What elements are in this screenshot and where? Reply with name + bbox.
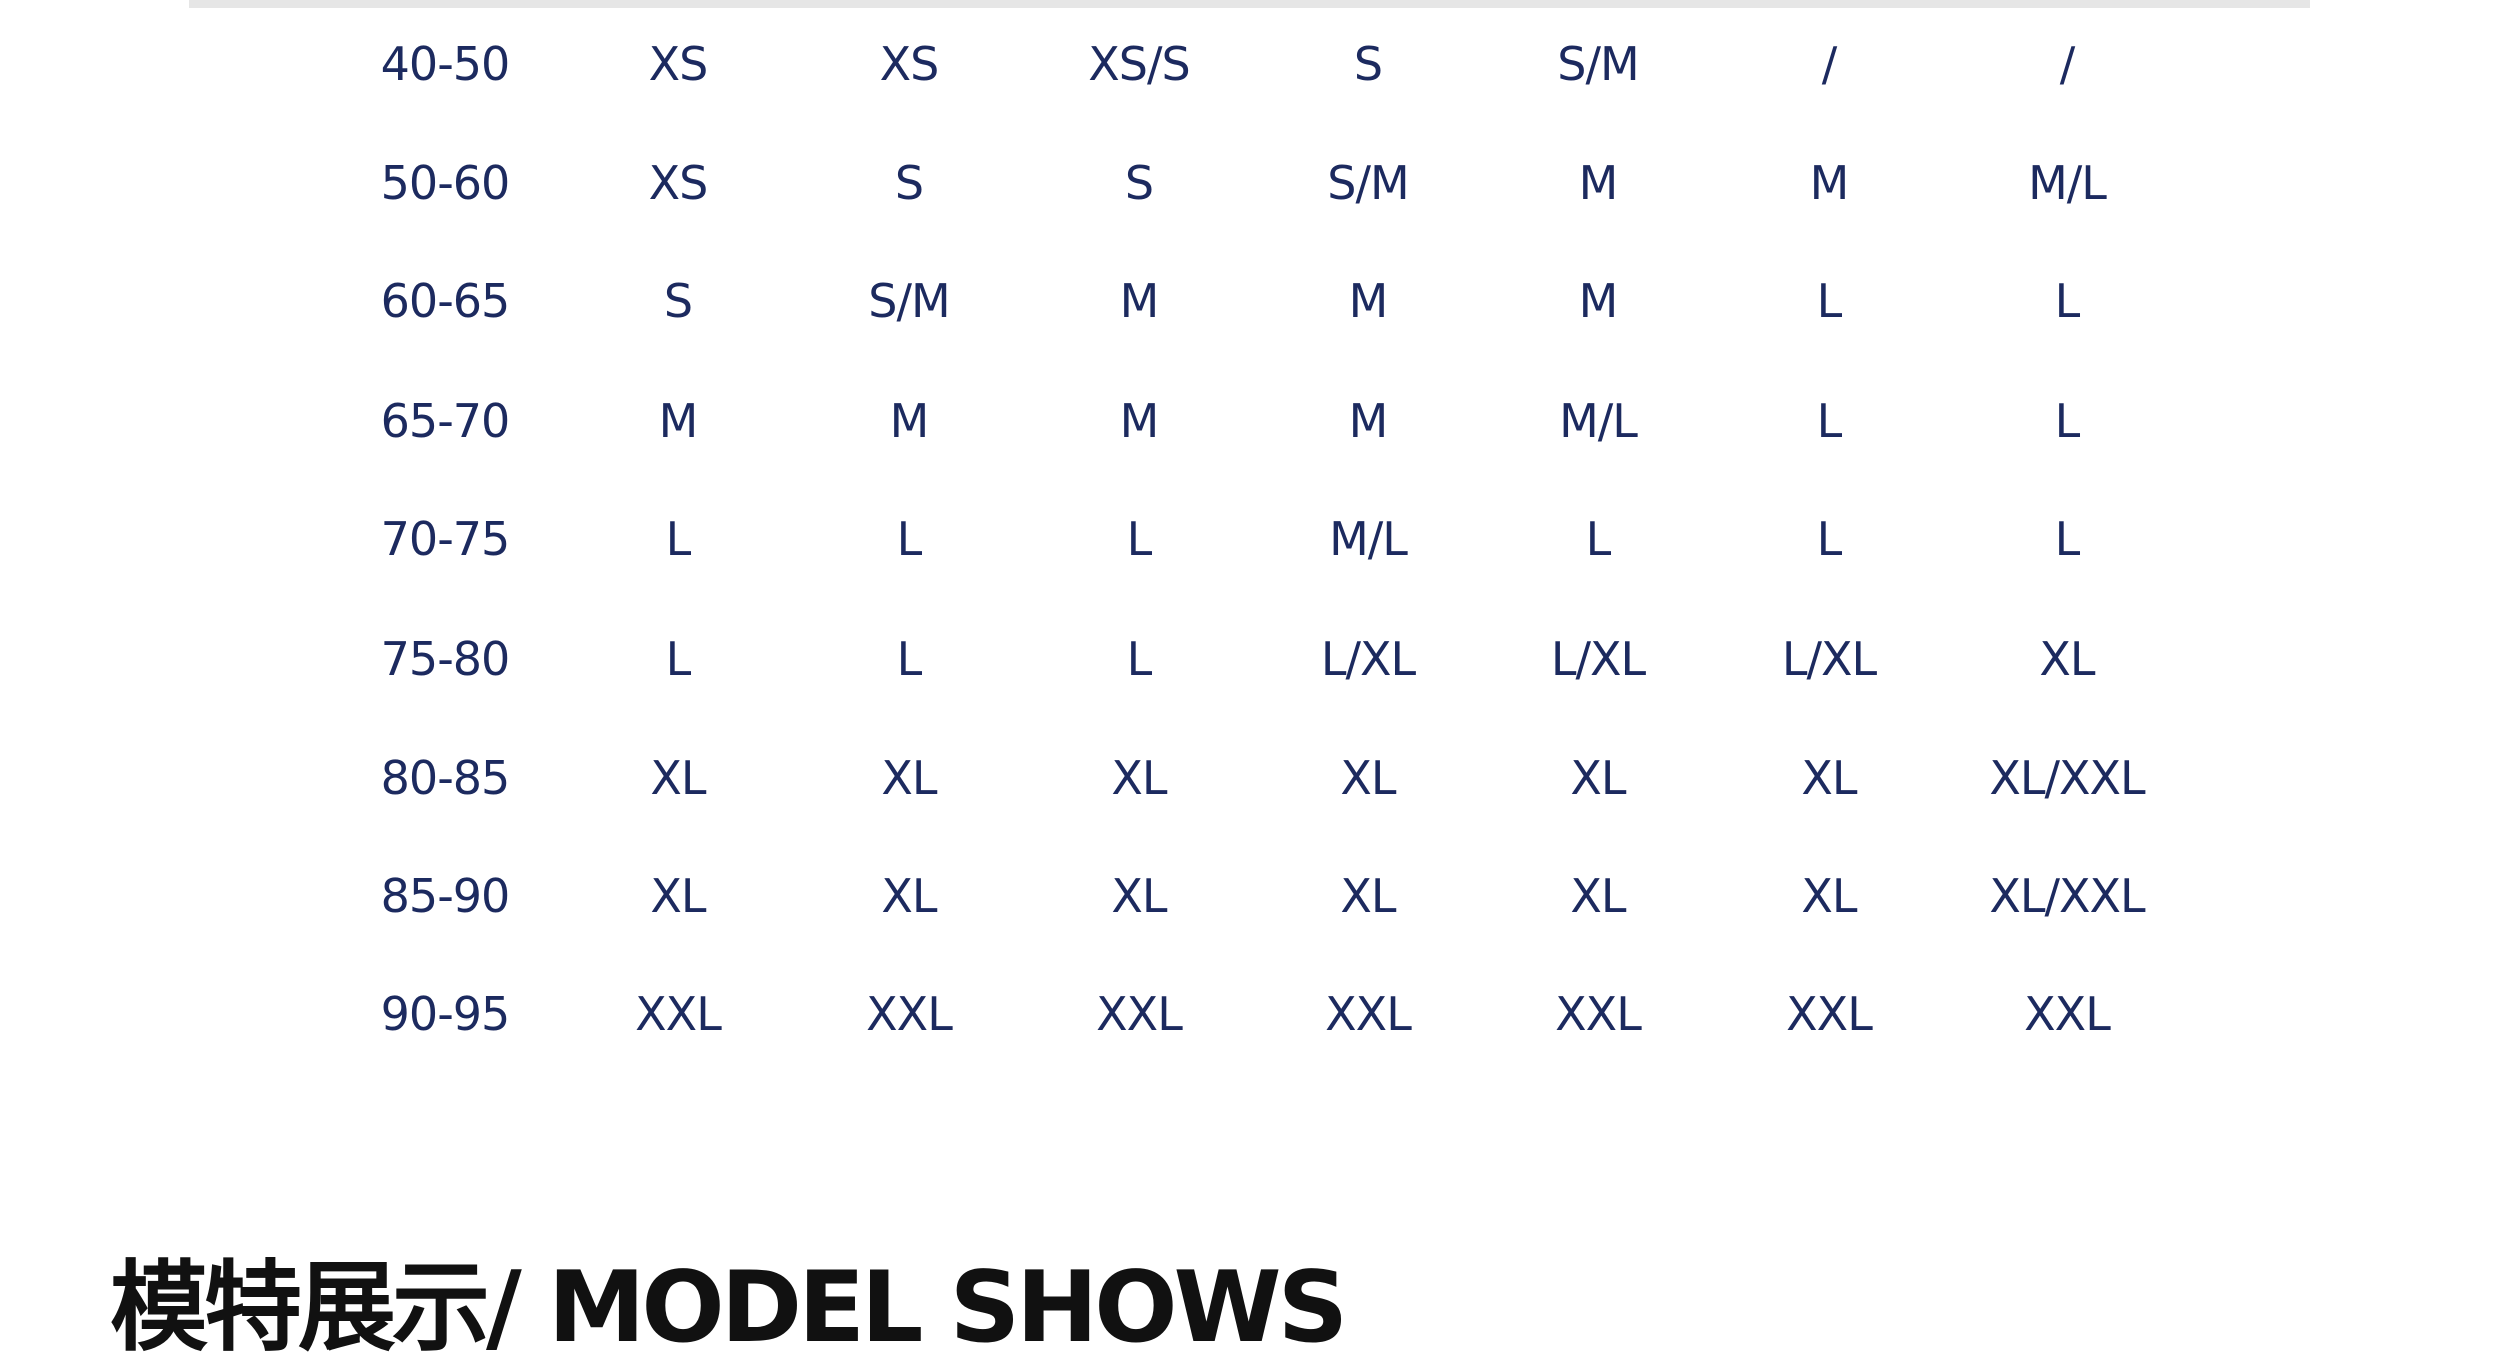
size-cell: XL xyxy=(1570,751,1626,805)
size-cell: L/XL xyxy=(1781,632,1877,686)
weight-range-cell: 85-90 xyxy=(380,869,511,923)
size-cell: XL xyxy=(881,751,937,805)
size-cell: L xyxy=(1816,512,1843,566)
size-cell: XL xyxy=(650,869,706,923)
table-row: 85-90 XL XL XL XL XL XL XL/XXL xyxy=(0,866,2500,926)
size-cell: L/XL xyxy=(1320,632,1416,686)
size-cell: XXL xyxy=(866,987,953,1041)
size-cell: L xyxy=(2054,512,2081,566)
size-cell: L xyxy=(2054,274,2081,328)
weight-range-cell: 70-75 xyxy=(380,512,511,566)
table-row: 70-75 L L L M/L L L L xyxy=(0,509,2500,569)
size-cell: XL xyxy=(1111,869,1167,923)
weight-range-cell: 60-65 xyxy=(380,274,511,328)
table-row: 50-60 XS S S S/M M M M/L xyxy=(0,153,2500,213)
size-cell: M/L xyxy=(1559,394,1638,448)
table-row: 80-85 XL XL XL XL XL XL XL/XXL xyxy=(0,748,2500,808)
size-cell: M xyxy=(1578,156,1619,210)
size-cell: XL xyxy=(650,751,706,805)
size-cell: M xyxy=(658,394,699,448)
size-cell: L/XL xyxy=(1550,632,1646,686)
size-cell: XL xyxy=(1801,869,1857,923)
size-cell: XL xyxy=(1340,751,1396,805)
size-cell: XXL xyxy=(1096,987,1183,1041)
size-cell: XL xyxy=(1570,869,1626,923)
size-cell: M xyxy=(1348,394,1389,448)
size-cell: XL xyxy=(1801,751,1857,805)
size-cell: L xyxy=(1585,512,1612,566)
top-divider-bar xyxy=(189,0,2310,8)
size-cell: / xyxy=(1821,37,1838,91)
size-cell: S/M xyxy=(1327,156,1409,210)
size-cell: M xyxy=(1578,274,1619,328)
size-cell: L xyxy=(1816,394,1843,448)
size-cell: S xyxy=(1353,37,1383,91)
section-heading: 模特展示/ MODEL SHOWS xyxy=(110,1251,1348,1365)
size-cell: XXL xyxy=(1555,987,1642,1041)
size-cell: M xyxy=(1809,156,1850,210)
table-row: 90-95 XXL XXL XXL XXL XXL XXL XXL xyxy=(0,984,2500,1044)
size-cell: L xyxy=(2054,394,2081,448)
size-cell: L xyxy=(1126,512,1153,566)
size-cell: L xyxy=(896,632,923,686)
size-cell: M/L xyxy=(1329,512,1408,566)
weight-range-cell: 75-80 xyxy=(380,632,511,686)
table-row: 75-80 L L L L/XL L/XL L/XL XL xyxy=(0,629,2500,689)
size-cell: XXL xyxy=(2024,987,2111,1041)
size-cell: XL xyxy=(1111,751,1167,805)
size-cell: M xyxy=(1348,274,1389,328)
size-cell: M xyxy=(889,394,930,448)
size-cell: M xyxy=(1119,394,1160,448)
weight-range-cell: 90-95 xyxy=(380,987,511,1041)
size-cell: XS xyxy=(879,37,940,91)
size-cell: XS xyxy=(648,156,709,210)
size-cell: XL xyxy=(881,869,937,923)
size-cell: S/M xyxy=(868,274,950,328)
size-cell: XL xyxy=(2039,632,2095,686)
size-cell: XXL xyxy=(1786,987,1873,1041)
size-cell: XL/XXL xyxy=(1989,869,2145,923)
size-cell: XS xyxy=(648,37,709,91)
size-cell: M xyxy=(1119,274,1160,328)
size-cell: L xyxy=(1126,632,1153,686)
size-cell: S xyxy=(663,274,693,328)
size-cell: L xyxy=(665,512,692,566)
size-cell: S/M xyxy=(1557,37,1639,91)
size-cell: XL/XXL xyxy=(1989,751,2145,805)
size-cell: S xyxy=(1124,156,1154,210)
size-cell: XL xyxy=(1340,869,1396,923)
weight-range-cell: 50-60 xyxy=(380,156,511,210)
size-cell: L xyxy=(896,512,923,566)
size-cell: XS/S xyxy=(1088,37,1190,91)
table-row: 40-50 XS XS XS/S S S/M / / xyxy=(0,34,2500,94)
weight-range-cell: 65-70 xyxy=(380,394,511,448)
size-cell: S xyxy=(894,156,924,210)
weight-range-cell: 40-50 xyxy=(380,37,511,91)
weight-range-cell: 80-85 xyxy=(380,751,511,805)
size-cell: / xyxy=(2059,37,2076,91)
table-row: 60-65 S S/M M M M L L xyxy=(0,271,2500,331)
size-cell: XXL xyxy=(635,987,722,1041)
size-cell: M/L xyxy=(2028,156,2107,210)
table-row: 65-70 M M M M M/L L L xyxy=(0,391,2500,451)
size-cell: XXL xyxy=(1325,987,1412,1041)
size-cell: L xyxy=(665,632,692,686)
size-cell: L xyxy=(1816,274,1843,328)
